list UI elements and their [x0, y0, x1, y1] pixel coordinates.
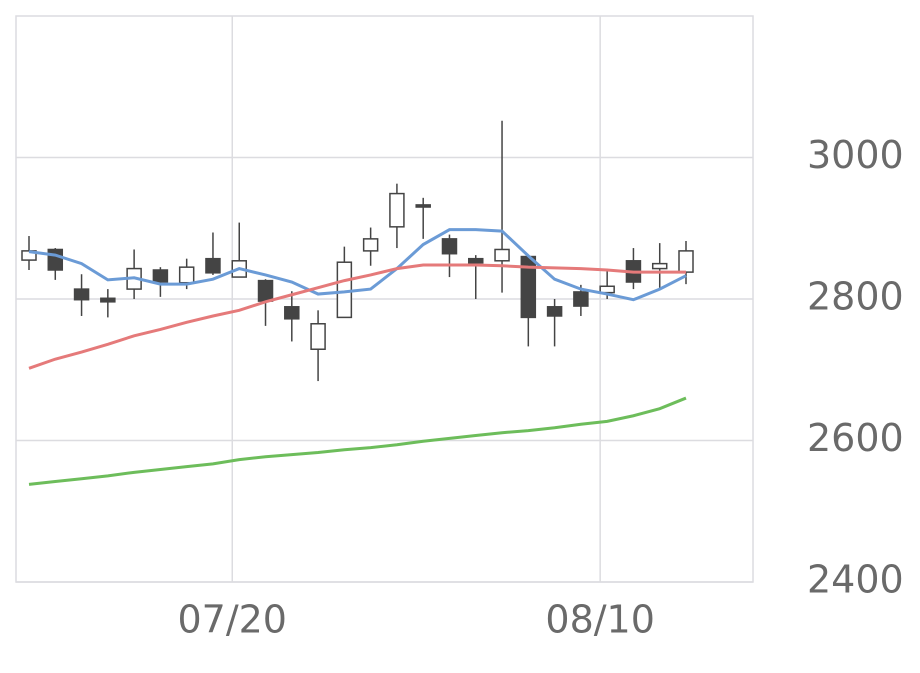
candle-body	[651, 262, 668, 270]
y-tick-label: 2400	[807, 558, 904, 602]
candle-body	[21, 250, 37, 261]
candle-body	[73, 288, 90, 301]
line-series	[28, 396, 687, 486]
candle-body	[415, 204, 431, 208]
y-tick-label: 2600	[807, 416, 904, 460]
candle-body	[205, 257, 221, 274]
candle-body	[494, 248, 510, 262]
candle-body	[441, 238, 458, 255]
candle-body	[310, 323, 326, 350]
candle-body	[100, 297, 116, 303]
candle-body	[336, 261, 353, 319]
candle-body	[468, 257, 484, 264]
candle-body	[47, 248, 64, 271]
y-tick-label: 2800	[807, 275, 904, 319]
candle-body	[284, 306, 300, 320]
candle-body	[546, 306, 563, 317]
candle-body	[389, 192, 405, 228]
y-tick-label: 3000	[807, 133, 904, 177]
x-tick-label: 08/10	[545, 598, 655, 642]
candle-body	[678, 250, 694, 273]
line-series	[28, 263, 686, 370]
line-series	[28, 228, 687, 302]
candle-body	[152, 269, 169, 283]
candle-body	[573, 291, 589, 307]
x-tick-label: 07/20	[177, 598, 287, 642]
candle-body	[178, 266, 195, 284]
candle-body	[362, 238, 379, 252]
candle-body	[257, 279, 274, 302]
